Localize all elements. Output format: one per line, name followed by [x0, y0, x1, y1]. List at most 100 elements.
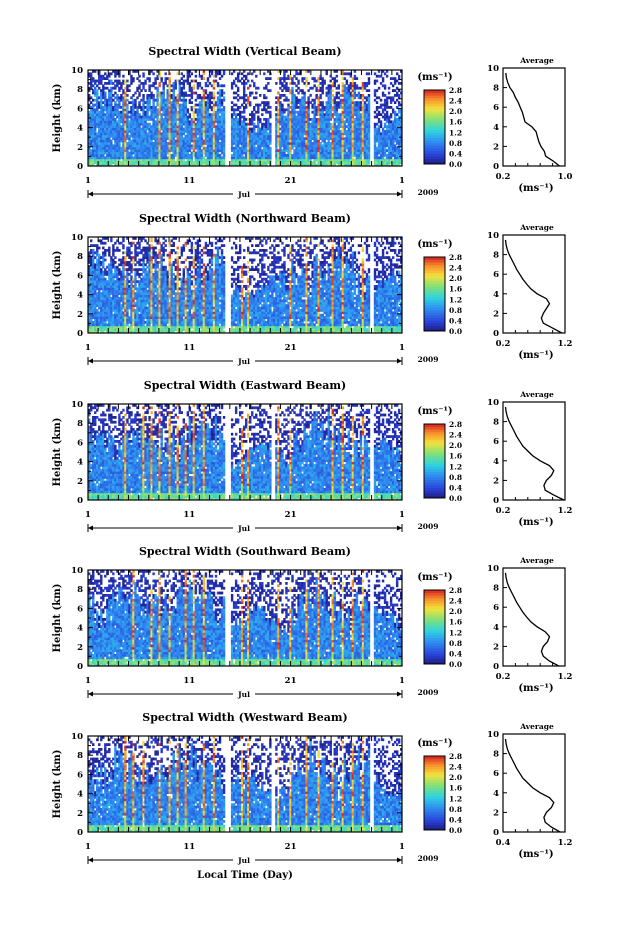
- heatmap-cell: [132, 101, 135, 104]
- heatmap-cell: [174, 154, 177, 157]
- heatmap-cell: [166, 158, 169, 162]
- heatmap-cell: [96, 249, 99, 252]
- heatmap-cell: [142, 96, 145, 100]
- heatmap-cell: [96, 94, 99, 97]
- heatmap-cell: [180, 134, 183, 138]
- heatmap-cell: [138, 118, 141, 121]
- heatmap-cell: [144, 161, 147, 164]
- heatmap-cell: [100, 89, 103, 92]
- heatmap-cell: [184, 110, 188, 114]
- heatmap-cell: [158, 110, 161, 114]
- heatmap-cell: [166, 163, 169, 167]
- heatmap-cell: [174, 151, 177, 155]
- heatmap-cell: [204, 82, 208, 85]
- heatmap-cell: [136, 110, 139, 114]
- heatmap-cell: [160, 118, 163, 121]
- heatmap-cell: [190, 94, 194, 97]
- heatmap-cell: [96, 144, 99, 148]
- heatmap-cell: [204, 91, 208, 95]
- heatmap-cell: [150, 132, 153, 136]
- heatmap-cell: [393, 82, 397, 85]
- heatmap-cell: [206, 96, 210, 100]
- heatmap-cell: [184, 101, 188, 104]
- heatmap-cell: [204, 106, 208, 109]
- heatmap-cell: [124, 106, 127, 109]
- heatmap-cell: [208, 130, 212, 133]
- heatmap-cell: [112, 156, 115, 160]
- heatmap-cell: [166, 151, 169, 155]
- heatmap-cell: [148, 96, 151, 100]
- heatmap-cell: [184, 149, 188, 152]
- heatmap-cell: [174, 110, 177, 114]
- heatmap-cell: [136, 77, 139, 80]
- heatmap-cell: [303, 96, 306, 100]
- heatmap-cell: [196, 158, 200, 162]
- heatmap-cell: [196, 132, 200, 136]
- heatmap-cell: [102, 137, 105, 140]
- heatmap-cell: [138, 146, 141, 150]
- heatmap-cell: [102, 115, 105, 119]
- heatmap-cell: [178, 127, 181, 131]
- heatmap-cell: [190, 125, 194, 128]
- heatmap-cell: [214, 125, 218, 128]
- heatmap-cell: [112, 115, 115, 119]
- heatmap-cell: [152, 120, 155, 124]
- heatmap-cell: [158, 103, 161, 107]
- heatmap-cell: [88, 142, 91, 145]
- heatmap-cell: [210, 139, 214, 143]
- heatmap-cell: [94, 149, 97, 152]
- heatmap-cell: [357, 91, 361, 95]
- heatmap-cell: [88, 163, 91, 167]
- heatmap-cell: [234, 84, 238, 88]
- heatmap-cell: [98, 161, 101, 164]
- heatmap-cell: [188, 161, 192, 164]
- heatmap-cell: [114, 122, 117, 126]
- heatmap-cell: [196, 94, 200, 97]
- heatmap-cell: [150, 113, 153, 116]
- heatmap-cell: [88, 161, 91, 164]
- heatmap-cell: [253, 84, 256, 88]
- heatmap-cell: [104, 156, 107, 160]
- heatmap-cell: [206, 94, 210, 97]
- heatmap-cell: [146, 142, 149, 145]
- heatmap-cell: [110, 79, 113, 83]
- heatmap-cell: [114, 103, 117, 107]
- heatmap-cell: [110, 130, 113, 133]
- heatmap-cell: [128, 151, 131, 155]
- heatmap-cell: [96, 120, 99, 124]
- heatmap-cell: [186, 154, 190, 157]
- heatmap-cell: [373, 144, 377, 148]
- heatmap-cell: [90, 96, 93, 100]
- heatmap-cell: [154, 110, 157, 114]
- colorbar-band: [424, 132, 445, 136]
- heatmap-cell: [365, 84, 369, 88]
- heatmap-cell: [128, 154, 131, 157]
- heatmap-cell: [162, 156, 165, 160]
- heatmap-cell: [96, 161, 99, 164]
- heatmap-cell: [110, 72, 113, 76]
- heatmap-cell: [156, 127, 159, 131]
- heatmap-cell: [100, 106, 103, 109]
- heatmap-cell: [377, 96, 381, 100]
- heatmap-cell: [108, 118, 111, 121]
- heatmap-cell: [90, 86, 93, 90]
- heatmap-cell: [208, 98, 212, 102]
- heatmap-cell: [218, 106, 222, 109]
- heatmap-cell: [108, 108, 111, 112]
- heatmap-cell: [136, 132, 139, 136]
- heatmap-cell: [204, 139, 208, 143]
- heatmap-cell: [212, 108, 216, 112]
- average-title: Average: [519, 56, 554, 65]
- heatmap-cell: [92, 156, 95, 160]
- heatmap-cell: [110, 151, 113, 155]
- heatmap-cell: [158, 134, 161, 138]
- heatmap-cell: [148, 158, 151, 162]
- heatmap-cell: [174, 122, 177, 126]
- colorbar-band: [424, 140, 445, 144]
- heatmap-cell: [180, 77, 183, 80]
- heatmap-cell: [319, 94, 322, 97]
- heatmap-cell: [313, 101, 316, 104]
- heatmap-cell: [156, 108, 159, 112]
- heatmap-cell: [210, 118, 214, 121]
- heatmap-cell: [198, 82, 202, 85]
